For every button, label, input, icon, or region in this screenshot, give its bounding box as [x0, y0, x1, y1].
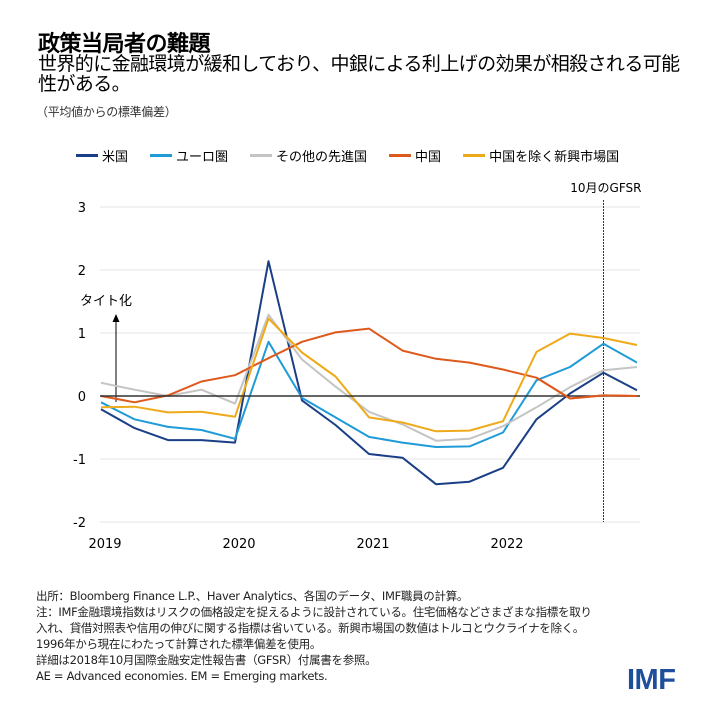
x-tick-label: 2020 [222, 537, 255, 552]
series-line-4 [100, 317, 638, 433]
tightening-label: タイト化 [80, 294, 132, 309]
x-tick-label: 2021 [356, 537, 389, 552]
arrow-head-icon [112, 314, 120, 322]
legend-label: 中国を除く新興市場国 [489, 150, 620, 165]
legend-label: 中国 [415, 150, 442, 165]
legend-swatch [389, 154, 412, 157]
y-tick-label: 1 [78, 327, 86, 342]
footnotes: 出所：Bloomberg Finance L.P.、Haver Analytic… [36, 588, 592, 684]
legend-item-other-ae: その他の先進国 [250, 146, 367, 165]
legend-swatch [463, 154, 486, 157]
chart-title: 政策当局者の難題 [38, 32, 211, 57]
source-note: 出所：Bloomberg Finance L.P.、Haver Analytic… [36, 589, 469, 603]
imf-logo: IMF [627, 664, 676, 696]
legend-swatch [76, 154, 98, 157]
legend-label: ユーロ圏 [176, 150, 229, 165]
note-line: 1996年から現在にわたって計算された標準偏差を使用。 [36, 637, 322, 651]
y-tick-label: 2 [78, 264, 86, 279]
x-tick-label: 2019 [88, 537, 121, 552]
y-tick-label: 0 [78, 390, 86, 405]
legend-label: 米国 [102, 150, 129, 165]
y-tick-label: -2 [73, 516, 86, 531]
y-tick-label: 3 [78, 201, 86, 216]
note-line: 詳細は2018年10月国際金融安定性報告書（GFSR）付属書を参照。 [36, 653, 377, 667]
series-line-1 [100, 340, 638, 448]
legend-item-euro: ユーロ圏 [150, 146, 228, 165]
y-tick-label: -1 [73, 453, 86, 468]
legend-item-us: 米国 [76, 146, 128, 165]
legend-item-china: 中国 [389, 146, 441, 165]
series-line-3-tail [535, 376, 638, 400]
legend-label: その他の先進国 [276, 150, 368, 165]
note-line: 注：IMF金融環境指数はリスクの価格設定を捉えるように設計されている。住宅価格な… [36, 605, 592, 619]
legend: 米国 ユーロ圏 その他の先進国 中国 中国を除く新興市場国 [76, 146, 619, 165]
series-line-2 [100, 313, 638, 442]
abbrev-note: AE = Advanced economies. EM = Emerging m… [36, 669, 328, 683]
legend-swatch [150, 154, 173, 157]
legend-swatch [250, 154, 273, 157]
legend-item-em-ex-china: 中国を除く新興市場国 [463, 146, 619, 165]
chart-subtitle: 世界的に金融環境が緩和しており、中銀による利上げの効果が相殺される可能性がある。 [38, 53, 680, 95]
x-tick-label: 2022 [490, 537, 523, 552]
note-line: 入れ、貸借対照表や信用の伸びに関する指標は省いている。新興市場国の数値はトルコと… [36, 621, 585, 635]
gfsr-marker-label: 10月のGFSR [570, 181, 641, 195]
series-line-0 [100, 260, 638, 486]
unit-label: （平均値からの標準偏差） [36, 105, 177, 119]
